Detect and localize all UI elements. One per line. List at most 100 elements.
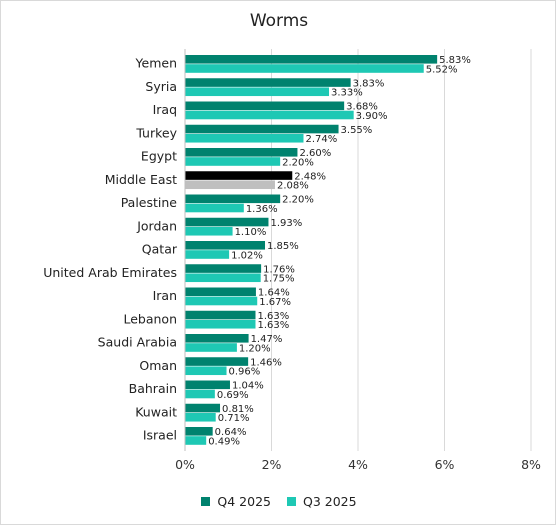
category-label: Israel [143, 428, 177, 443]
category-label: Yemen [135, 56, 177, 71]
bar [185, 310, 256, 320]
bar [185, 366, 227, 376]
bar [185, 203, 244, 213]
bar [185, 380, 230, 390]
data-label: 0.69% [217, 390, 249, 401]
category-label: Qatar [142, 242, 178, 257]
data-label: 1.85% [267, 241, 299, 252]
category-label: Syria [145, 79, 177, 94]
data-label: 1.67% [259, 297, 291, 308]
bar [185, 148, 298, 157]
x-tick-label: 8% [521, 457, 541, 472]
x-axis: 0% 2% 4% 6% 8% [175, 49, 541, 472]
data-label: 1.63% [257, 311, 289, 322]
bar [185, 55, 438, 64]
data-label: 1.46% [250, 357, 282, 368]
data-label: 1.20% [239, 343, 271, 354]
bar [185, 403, 221, 413]
bar [185, 412, 216, 422]
bar [185, 64, 424, 73]
data-label: 3.90% [356, 111, 388, 122]
x-tick-label: 2% [262, 457, 282, 472]
bar [185, 226, 233, 236]
x-tick-label: 6% [435, 457, 455, 472]
data-label: 1.76% [263, 264, 295, 275]
category-label: United Arab Emirates [43, 265, 177, 280]
bar [185, 180, 275, 190]
data-label: 1.36% [246, 204, 278, 215]
data-label: 1.47% [251, 334, 283, 345]
legend-label-q4: Q4 2025 [217, 494, 271, 509]
data-label: 1.04% [232, 381, 264, 392]
category-label: Egypt [141, 149, 177, 164]
category-label: Oman [139, 358, 177, 373]
data-label: 3.33% [331, 88, 363, 99]
x-tick-label: 4% [348, 457, 368, 472]
bar [185, 319, 256, 329]
data-label: 0.71% [218, 413, 250, 424]
bar [185, 87, 330, 97]
bar [185, 101, 345, 111]
legend-swatch-q4 [201, 497, 211, 506]
data-label: 1.75% [263, 274, 295, 285]
data-label: 1.63% [257, 320, 289, 331]
data-label: 2.48% [294, 171, 326, 182]
category-label: Palestine [121, 195, 178, 210]
data-label: 0.49% [208, 436, 240, 447]
category-label: Saudi Arabia [98, 335, 177, 350]
bar [185, 78, 351, 87]
bar [185, 241, 266, 250]
data-label: 3.55% [341, 125, 373, 136]
bar [185, 296, 258, 306]
category-label: Iraq [153, 102, 177, 117]
bar [185, 343, 237, 352]
data-label: 0.96% [229, 367, 261, 378]
legend-item-q4: Q4 2025 [201, 494, 271, 509]
data-label: 1.10% [235, 227, 267, 238]
bar [185, 357, 249, 366]
data-label: 1.02% [231, 250, 263, 261]
legend-item-q3: Q3 2025 [287, 494, 357, 509]
legend-swatch-q3 [287, 497, 296, 506]
chart-title: Worms [249, 11, 309, 31]
bar [185, 157, 281, 166]
data-label: 1.93% [270, 218, 302, 229]
data-label: 3.68% [346, 102, 378, 113]
data-label: 1.64% [258, 288, 290, 299]
bars: Yemen 5.83%5.52%Syria 3.83%3.33%Iraq 3.68%3… [43, 55, 471, 447]
data-label: 5.83% [439, 55, 471, 66]
bar [185, 194, 281, 204]
bar [185, 389, 215, 399]
category-label: Jordan [136, 218, 177, 233]
bar [185, 133, 304, 143]
data-label: 2.60% [299, 148, 331, 159]
bar [185, 217, 269, 227]
data-label: 2.20% [282, 157, 314, 168]
category-label: Bahrain [129, 381, 177, 396]
bar [185, 250, 230, 259]
data-label: 2.20% [282, 195, 314, 206]
category-label: Middle East [105, 172, 177, 187]
data-label: 5.52% [426, 64, 458, 75]
bar [185, 110, 354, 120]
category-label: Iran [153, 288, 177, 303]
bar [185, 436, 207, 445]
bar [185, 427, 213, 436]
bar [185, 273, 261, 283]
category-label: Kuwait [135, 404, 177, 419]
bar [185, 264, 262, 273]
bar [185, 334, 249, 343]
data-label: 3.83% [353, 78, 385, 89]
data-label: 2.74% [306, 134, 338, 145]
bar [185, 171, 293, 180]
category-label: Lebanon [123, 311, 177, 326]
bar [185, 287, 256, 297]
category-label: Turkey [135, 125, 177, 140]
x-tick-label: 0% [175, 457, 195, 472]
bar [185, 124, 339, 134]
data-label: 2.08% [277, 181, 309, 192]
data-label: 0.81% [222, 404, 254, 415]
legend-label-q3: Q3 2025 [303, 494, 357, 509]
